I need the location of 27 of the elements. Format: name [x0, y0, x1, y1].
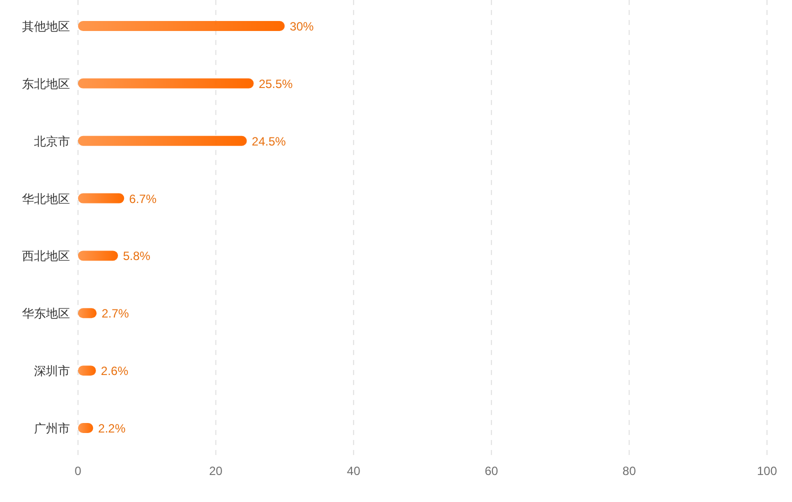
bar: [78, 250, 118, 261]
x-tick-label: 20: [209, 464, 223, 478]
y-tick-label: 华东地区: [22, 306, 70, 321]
data-label: 2.7%: [102, 306, 130, 321]
y-tick-label: 深圳市: [34, 364, 70, 378]
data-label: 25.5%: [258, 76, 294, 91]
bar: [78, 136, 247, 146]
y-tick-label: 华北地区: [22, 192, 70, 206]
y-tick-label: 北京市: [34, 134, 70, 148]
data-label: 5.8%: [122, 249, 151, 264]
data-label: 6.7%: [129, 192, 157, 206]
data-label: 30%: [290, 20, 314, 34]
y-tick-label: 西北地区: [22, 249, 70, 264]
y-tick-label: 广州市: [34, 422, 70, 436]
x-tick-label: 40: [346, 464, 361, 478]
y-tick-label: 其他地区: [22, 20, 70, 34]
x-tick-label: 60: [484, 464, 498, 478]
x-tick-label: 0: [74, 464, 82, 478]
y-tick-label: 东北地区: [22, 76, 70, 91]
bar: [78, 78, 254, 88]
x-tick-label: 80: [622, 464, 636, 478]
data-label: 2.6%: [100, 364, 129, 378]
bar: [78, 21, 285, 31]
bar: [78, 193, 124, 204]
data-label: 24.5%: [252, 134, 286, 148]
x-tick-label: 100: [756, 464, 778, 478]
data-label: 2.2%: [98, 422, 126, 436]
